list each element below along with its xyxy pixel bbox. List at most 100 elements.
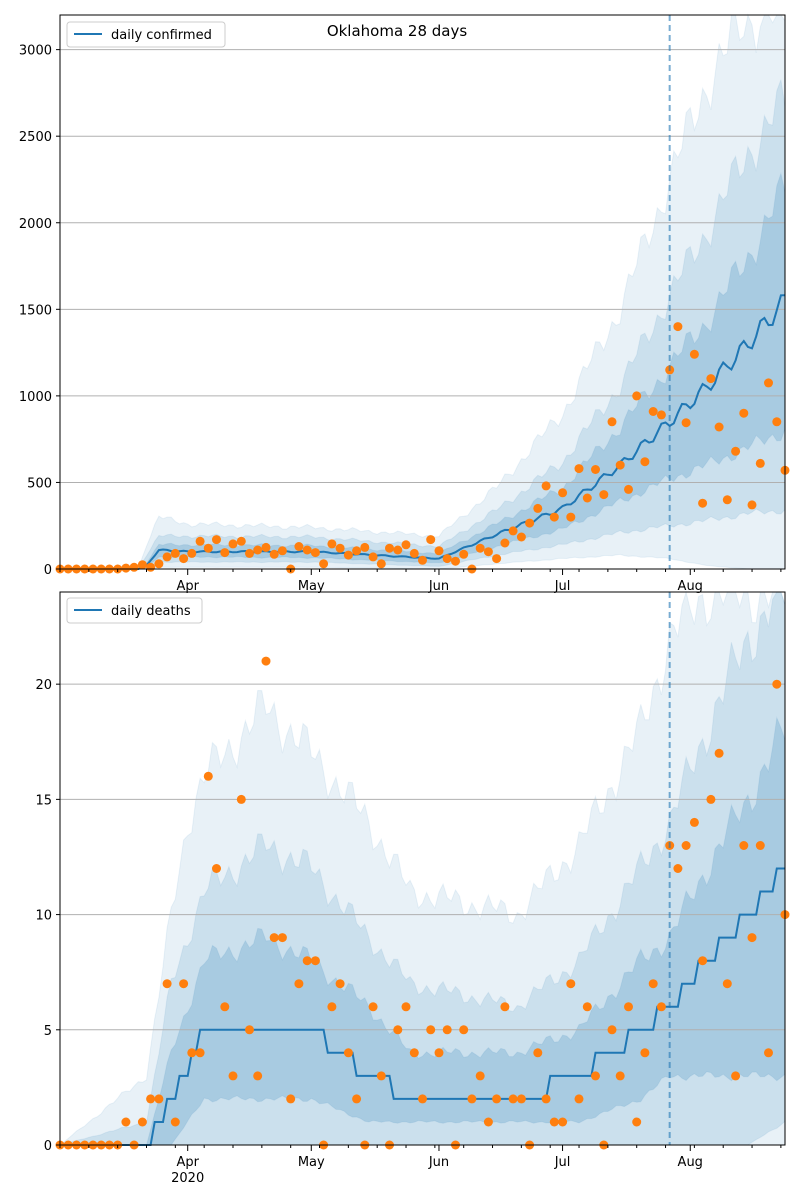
observed-point: [426, 1025, 436, 1035]
observed-point: [698, 956, 708, 966]
observed-point: [418, 1094, 427, 1104]
observed-point: [475, 1071, 485, 1081]
observed-point: [236, 536, 246, 546]
observed-point: [409, 1048, 419, 1058]
observed-point: [582, 1002, 592, 1012]
observed-point: [582, 493, 592, 503]
observed-point: [764, 1048, 773, 1058]
observed-point: [170, 1117, 180, 1127]
observed-point: [409, 548, 419, 558]
observed-point: [599, 490, 609, 500]
x-tick-label: Apr: [176, 579, 199, 594]
observed-point: [261, 542, 271, 552]
observed-point: [722, 979, 732, 989]
observed-point: [558, 488, 568, 498]
observed-point: [574, 464, 584, 474]
observed-point: [739, 841, 749, 850]
observed-point: [681, 841, 691, 850]
y-tick-label: 2000: [19, 217, 52, 232]
y-tick-label: 20: [35, 678, 52, 693]
observed-point: [483, 1117, 493, 1127]
observed-point: [475, 543, 485, 553]
observed-point: [706, 374, 716, 384]
x-tick-label: Aug: [678, 579, 703, 594]
observed-point: [170, 548, 180, 558]
observed-point: [129, 562, 139, 572]
observed-point: [615, 460, 625, 470]
observed-point: [245, 548, 254, 558]
observed-point: [731, 446, 741, 456]
observed-point: [137, 560, 147, 570]
x-tick-label: May: [298, 1155, 325, 1170]
observed-point: [648, 979, 658, 989]
legend-box: [66, 21, 226, 48]
observed-point: [508, 1094, 518, 1104]
observed-point: [162, 552, 172, 562]
observed-point: [253, 545, 263, 555]
deaths-legend: daily deaths: [66, 597, 203, 624]
observed-point: [698, 498, 708, 508]
observed-point: [154, 559, 164, 569]
confirmed-uncertainty-bands: [60, 13, 786, 570]
observed-point: [772, 417, 782, 427]
observed-point: [236, 794, 246, 804]
observed-point: [195, 536, 205, 546]
observed-point: [187, 1048, 197, 1058]
observed-point: [755, 458, 765, 468]
confirmed-axes-frame: [59, 14, 786, 570]
observed-point: [162, 979, 172, 989]
legend-label: daily confirmed: [111, 28, 212, 43]
observed-point: [632, 391, 642, 401]
observed-point: [426, 535, 436, 545]
observed-point: [212, 864, 221, 873]
observed-point: [516, 1094, 526, 1104]
observed-point: [525, 518, 535, 528]
observed-point: [549, 1117, 559, 1127]
observed-point: [574, 1094, 584, 1104]
observed-point: [310, 956, 320, 966]
x-tick-label: Aug: [678, 1155, 703, 1170]
observed-point: [335, 543, 345, 553]
x-tick-label: May: [298, 579, 325, 594]
observed-point: [722, 495, 732, 505]
observed-point: [615, 1071, 625, 1081]
deaths-y-ticks: 0 5 10 15 20: [35, 678, 60, 1154]
observed-point: [302, 545, 312, 555]
chart-title: Oklahoma 28 days: [327, 22, 468, 40]
observed-point: [533, 503, 543, 513]
observed-point: [302, 956, 312, 966]
observed-point: [137, 1117, 147, 1127]
observed-point: [467, 1094, 477, 1104]
y-tick-label: 0: [44, 563, 52, 578]
deaths-observed-points: [55, 656, 790, 1150]
observed-point: [591, 465, 600, 474]
observed-point: [459, 1025, 469, 1035]
observed-point: [393, 1025, 403, 1035]
confirmed-x-ticks: Apr May Jun Jul Aug: [59, 569, 782, 594]
observed-point: [764, 378, 773, 388]
x-tick-year-label: 2020: [171, 1171, 204, 1186]
x-tick-label: Jul: [554, 1155, 571, 1170]
observed-point: [343, 550, 353, 560]
observed-point: [541, 481, 551, 491]
observed-point: [706, 794, 716, 804]
observed-point: [253, 1071, 263, 1081]
observed-point: [483, 547, 493, 557]
confirmed-panel: 0 500 1000 1500 2000 2500 3000 Apr May Jun Jul Aug…: [19, 13, 790, 594]
observed-point: [203, 543, 213, 553]
observed-point: [434, 1048, 444, 1058]
observed-point: [146, 562, 156, 572]
deaths-axes-frame: [59, 591, 786, 1146]
observed-point: [508, 526, 518, 536]
observed-point: [492, 554, 502, 564]
observed-point: [376, 559, 386, 569]
observed-point: [195, 1048, 205, 1058]
y-tick-label: 2500: [19, 130, 52, 145]
observed-point: [681, 418, 691, 428]
observed-point: [673, 322, 683, 332]
y-tick-label: 500: [27, 476, 52, 491]
y-tick-label: 0: [44, 1139, 52, 1154]
observed-point: [459, 549, 469, 559]
observed-point: [146, 1094, 156, 1104]
